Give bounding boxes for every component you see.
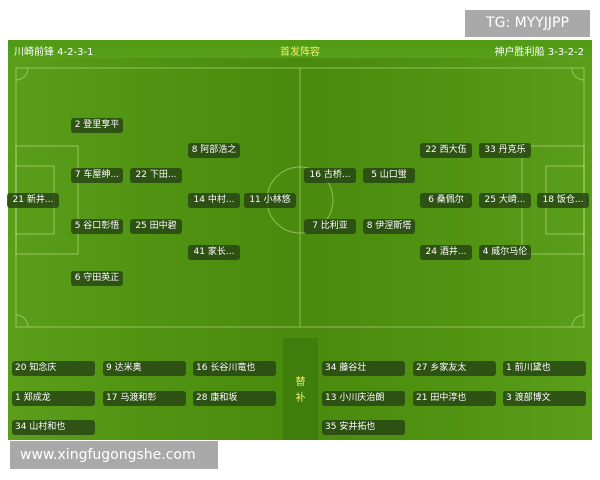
home-sub-player[interactable]: 9 达米奥 — [103, 361, 186, 376]
home-player[interactable]: 5 谷口彰悟 — [71, 219, 123, 234]
home-sub-player[interactable]: 34 山村和也 — [12, 420, 95, 435]
away-player[interactable]: 8 伊涅斯塔 — [363, 219, 415, 234]
subs-label-char: 补 — [295, 393, 306, 404]
home-player[interactable]: 2 登里享平 — [71, 118, 123, 133]
away-player[interactable]: 6 桑佩尔 — [420, 193, 472, 208]
home-player[interactable]: 41 家长... — [188, 245, 240, 260]
home-sub-player[interactable]: 16 长谷川竜也 — [193, 361, 276, 376]
subs-divider — [283, 338, 318, 440]
home-player[interactable]: 22 下田... — [130, 168, 182, 183]
home-sub-player[interactable]: 20 知念庆 — [12, 361, 95, 376]
away-sub-player[interactable]: 13 小川庆治朗 — [322, 391, 405, 406]
home-player[interactable]: 8 阿部浩之 — [188, 143, 240, 158]
away-player[interactable]: 5 山口蛍 — [363, 168, 415, 183]
home-sub-player[interactable]: 17 马渡和彰 — [103, 391, 186, 406]
home-player[interactable]: 6 守田英正 — [71, 271, 123, 286]
away-sub-player[interactable]: 27 乡家友太 — [413, 361, 496, 376]
watermark-top: TG: MYYJJPP — [465, 10, 590, 37]
home-player[interactable]: 25 田中碧 — [130, 219, 182, 234]
lineup-header: 川崎前锋 4-2-3-1 首发阵容 神户胜利船 3-3-2-2 — [8, 40, 592, 58]
away-sub-player[interactable]: 1 前川黛也 — [503, 361, 586, 376]
away-player[interactable]: 33 丹克乐 — [479, 143, 531, 158]
away-sub-player[interactable]: 3 渡部博文 — [503, 391, 586, 406]
away-player[interactable]: 24 酒井... — [420, 245, 472, 260]
home-sub-player[interactable]: 28 康和坂 — [193, 391, 276, 406]
subs-label: 替 补 — [283, 375, 318, 407]
away-team-formation: 神户胜利船 3-3-2-2 — [494, 47, 584, 58]
home-sub-player[interactable]: 1 郑成龙 — [12, 391, 95, 406]
home-player[interactable]: 21 新井... — [7, 193, 59, 208]
away-sub-player[interactable]: 34 藤谷壮 — [322, 361, 405, 376]
home-player[interactable]: 11 小林悠 — [244, 193, 296, 208]
away-player[interactable]: 22 西大伍 — [420, 143, 472, 158]
home-player[interactable]: 14 中村... — [188, 193, 240, 208]
lineup-title: 首发阵容 — [280, 47, 320, 58]
away-sub-player[interactable]: 35 安井拓也 — [322, 420, 405, 435]
away-player[interactable]: 18 饭仓... — [537, 193, 589, 208]
away-player[interactable]: 7 比利亚 — [304, 219, 356, 234]
away-player[interactable]: 4 威尔马伦 — [479, 245, 531, 260]
away-player[interactable]: 25 大崎... — [479, 193, 531, 208]
away-player[interactable]: 16 古桥... — [304, 168, 356, 183]
watermark-bottom: www.xingfugongshe.com — [10, 441, 218, 469]
subs-label-char: 替 — [295, 377, 306, 388]
home-team-formation: 川崎前锋 4-2-3-1 — [14, 47, 94, 58]
away-sub-player[interactable]: 21 田中淳也 — [413, 391, 496, 406]
home-player[interactable]: 7 车屋绅... — [71, 168, 123, 183]
